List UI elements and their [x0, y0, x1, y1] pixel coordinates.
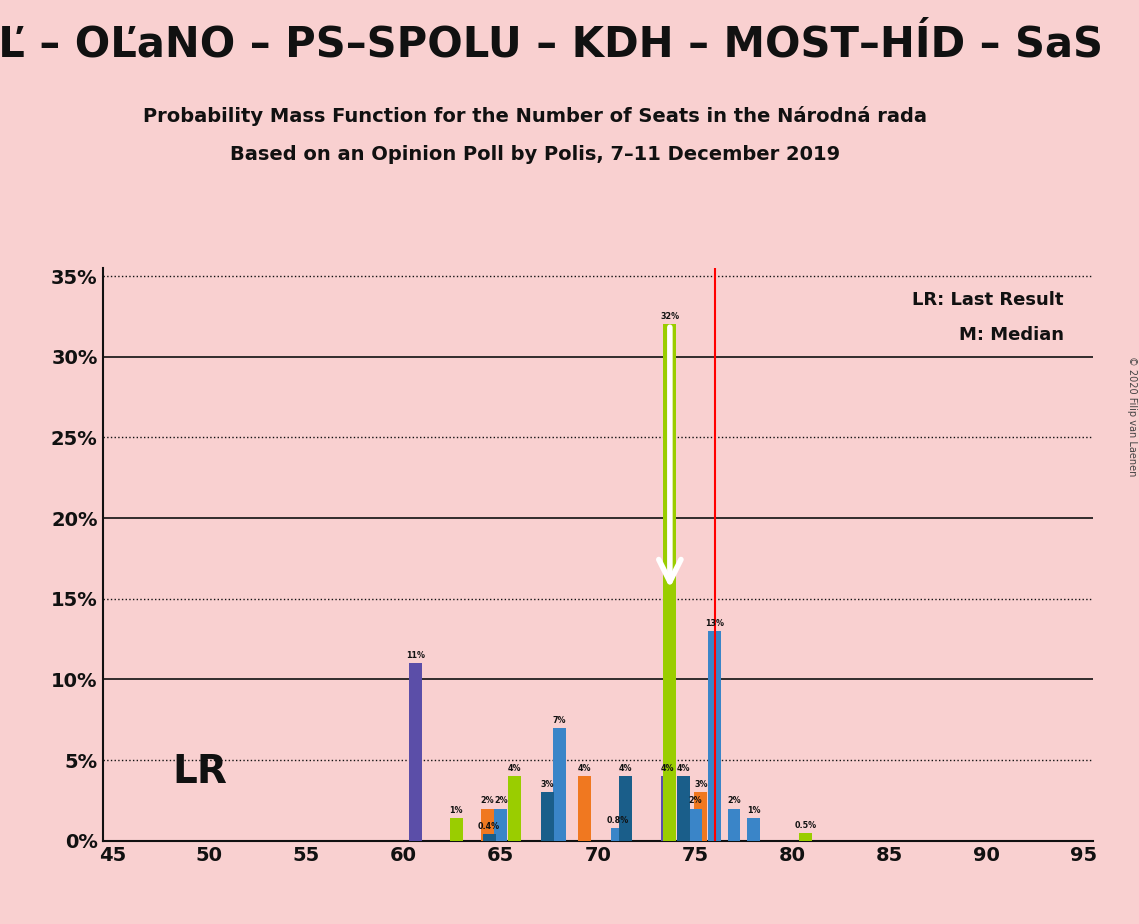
Text: 11%: 11% — [405, 651, 425, 660]
Bar — [508, 776, 521, 841]
Text: 1%: 1% — [747, 806, 760, 815]
Text: Probability Mass Function for the Number of Seats in the Národná rada: Probability Mass Function for the Number… — [144, 106, 927, 127]
Text: 32%: 32% — [661, 312, 680, 322]
Text: 0.4%: 0.4% — [478, 822, 500, 832]
Bar — [552, 728, 566, 841]
Text: 4%: 4% — [677, 764, 690, 773]
Bar — [663, 324, 677, 841]
Bar — [450, 819, 462, 841]
Bar — [662, 776, 674, 841]
Text: 4%: 4% — [618, 764, 632, 773]
Text: Based on an Opinion Poll by Polis, 7–11 December 2019: Based on an Opinion Poll by Polis, 7–11 … — [230, 145, 841, 164]
Bar — [494, 808, 507, 841]
Text: © 2020 Filip van Laenen: © 2020 Filip van Laenen — [1126, 356, 1137, 476]
Bar — [481, 808, 493, 841]
Text: 4%: 4% — [508, 764, 522, 773]
Bar — [728, 808, 740, 841]
Bar — [800, 833, 812, 841]
Text: 3%: 3% — [541, 780, 555, 789]
Text: 0.5%: 0.5% — [795, 821, 817, 830]
Text: 3%: 3% — [694, 780, 707, 789]
Text: LR: Last Result
M: Median: LR: Last Result M: Median — [912, 291, 1064, 344]
Text: 2%: 2% — [688, 796, 702, 806]
Bar — [747, 819, 760, 841]
Text: 2%: 2% — [494, 796, 508, 806]
Bar — [618, 776, 632, 841]
Text: 4%: 4% — [577, 764, 591, 773]
Bar — [541, 793, 554, 841]
Text: 0.8%: 0.8% — [606, 816, 629, 825]
Text: LR: LR — [172, 753, 227, 791]
Bar — [611, 828, 624, 841]
Bar — [708, 631, 721, 841]
Bar — [483, 834, 495, 841]
Bar — [689, 808, 702, 841]
Text: 7%: 7% — [552, 716, 566, 724]
Text: 4%: 4% — [661, 764, 674, 773]
Text: ZĽ – OĽaNO – PS–SPOLU – KDH – MOST–HÍD – SaS: ZĽ – OĽaNO – PS–SPOLU – KDH – MOST–HÍD –… — [0, 23, 1103, 65]
Text: 13%: 13% — [705, 619, 724, 627]
Bar — [695, 793, 707, 841]
Text: 2%: 2% — [727, 796, 740, 806]
Text: 2%: 2% — [481, 796, 494, 806]
Text: 1%: 1% — [450, 806, 462, 815]
Bar — [577, 776, 591, 841]
Bar — [409, 663, 421, 841]
Bar — [677, 776, 690, 841]
